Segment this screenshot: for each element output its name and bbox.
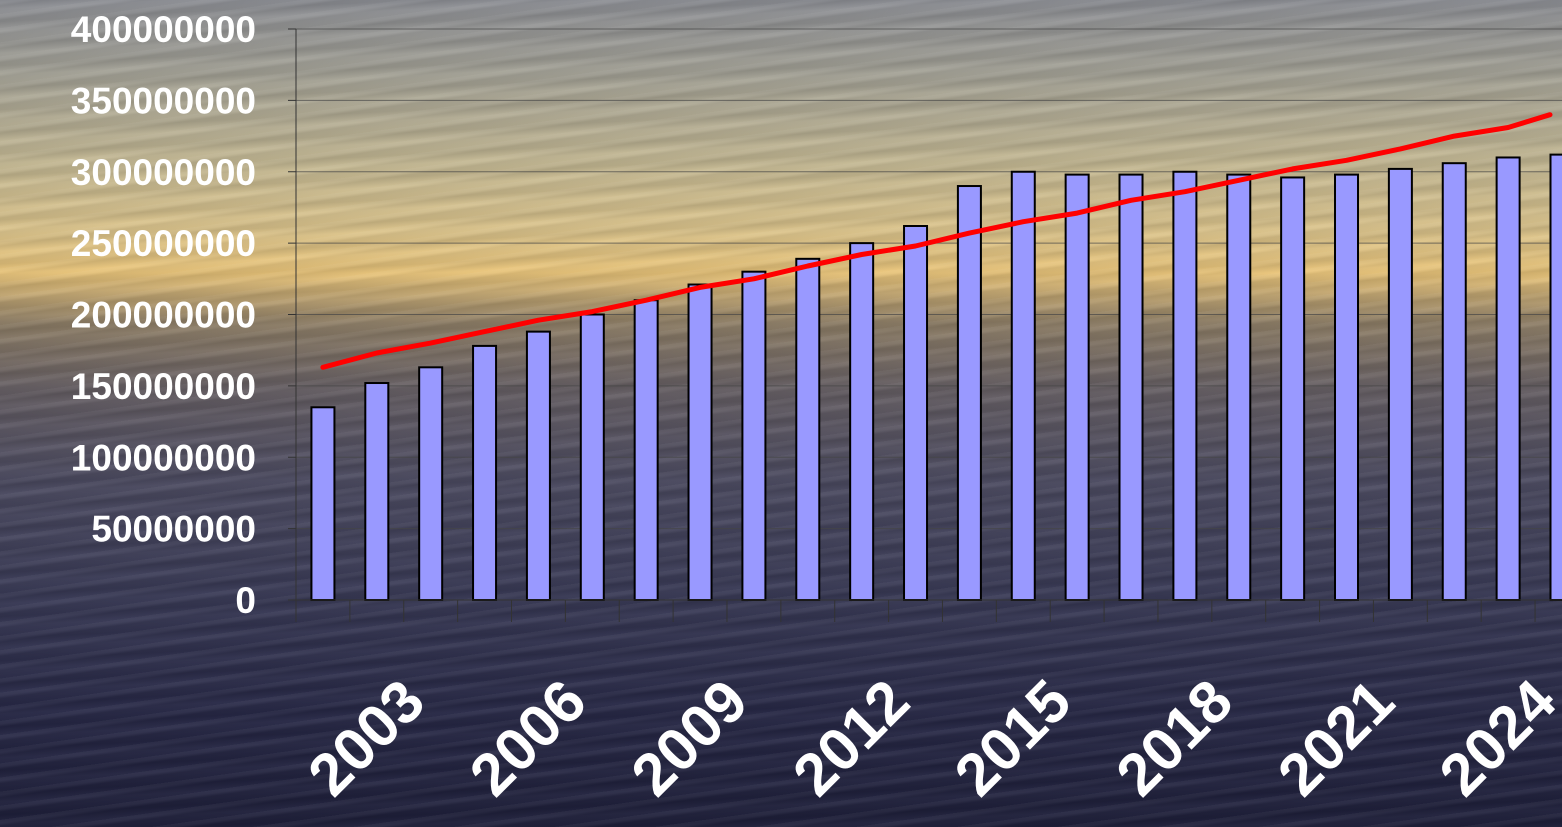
x-tick-label: 2003 bbox=[295, 667, 437, 809]
x-axis-tick-labels: 2003 2006 2009 2012 2015 2018 2021 2024 bbox=[295, 666, 1562, 808]
bar bbox=[1334, 173, 1360, 601]
x-axis-ticks bbox=[295, 600, 1536, 622]
bar bbox=[1495, 156, 1521, 601]
x-tick-label: 2024 bbox=[1427, 666, 1562, 808]
bar bbox=[525, 330, 551, 601]
bar bbox=[1118, 173, 1144, 601]
x-tick-label: 2006 bbox=[457, 667, 599, 809]
bar bbox=[687, 283, 713, 601]
y-tick-label: 100000000 bbox=[71, 437, 256, 478]
y-tick-label: 200000000 bbox=[71, 295, 256, 336]
y-tick-label: 400000000 bbox=[71, 9, 256, 50]
bar bbox=[795, 257, 821, 601]
bar bbox=[1441, 162, 1467, 601]
bar bbox=[364, 382, 390, 601]
bar bbox=[849, 242, 875, 601]
bar bbox=[633, 299, 659, 601]
y-axis-tick-labels: 0 50000000 100000000 150000000 200000000 2500… bbox=[71, 9, 256, 621]
bar bbox=[956, 185, 982, 601]
y-tick-label: 350000000 bbox=[71, 80, 256, 121]
bar bbox=[903, 224, 929, 601]
bar bbox=[472, 344, 498, 601]
x-tick-label: 2021 bbox=[1265, 667, 1407, 809]
trend-line bbox=[320, 112, 1553, 370]
x-tick-label: 2009 bbox=[619, 667, 761, 809]
y-tick-label: 0 bbox=[235, 580, 256, 621]
bar bbox=[1226, 173, 1252, 601]
bar bbox=[418, 366, 444, 601]
y-axis-ticks bbox=[288, 28, 296, 601]
bar bbox=[1387, 167, 1413, 602]
y-tick-label: 300000000 bbox=[71, 152, 256, 193]
bar bbox=[310, 406, 336, 601]
bar bbox=[1280, 176, 1306, 602]
bar bbox=[1549, 153, 1562, 601]
x-tick-label: 2012 bbox=[780, 667, 922, 809]
bar bbox=[1010, 170, 1036, 601]
bar bbox=[579, 313, 605, 601]
bar bbox=[741, 270, 767, 601]
y-tick-label: 50000000 bbox=[91, 509, 256, 550]
bar-series bbox=[310, 153, 1562, 602]
y-tick-label: 250000000 bbox=[71, 223, 256, 264]
bar bbox=[1172, 170, 1198, 601]
y-tick-label: 150000000 bbox=[71, 366, 256, 407]
bar bbox=[1064, 173, 1090, 601]
x-tick-label: 2018 bbox=[1103, 667, 1245, 809]
x-tick-label: 2015 bbox=[942, 667, 1084, 809]
